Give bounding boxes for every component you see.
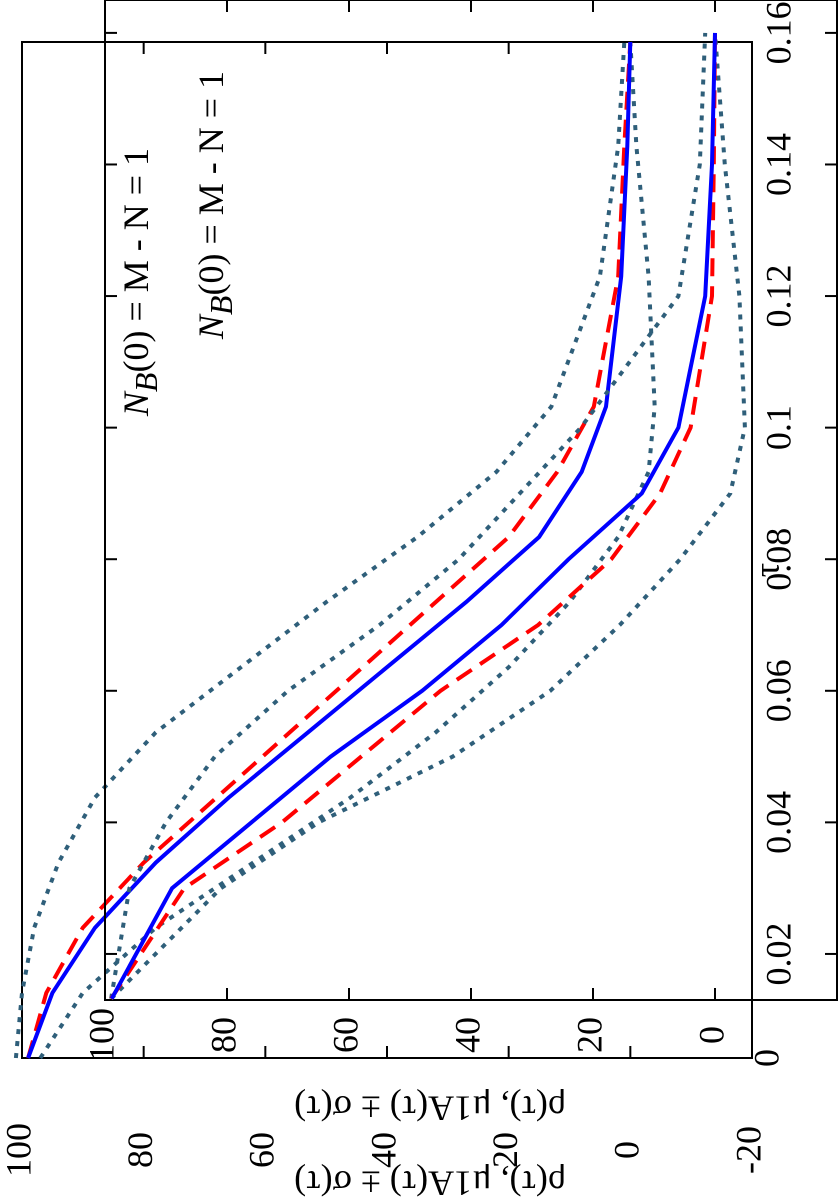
x-tick-label: 0 [746, 1049, 786, 1067]
annotation-main: N [116, 390, 156, 417]
x-tick-label: 0.12 [758, 265, 798, 328]
y-axis-label: ρ(τ), μ1A(τ) ± σ(τ) [294, 1089, 566, 1129]
y-tick-label: 80 [120, 1132, 160, 1168]
series-line [13, 41, 627, 1059]
series-line [109, 32, 717, 1000]
annotation: NB(0) = M - N = 1 [191, 71, 239, 340]
y-tick-label: 0 [607, 1141, 647, 1159]
annotation-rest: (0) = M - N = 1 [116, 148, 156, 373]
x-tick-label: 0.16 [758, 1, 798, 64]
y-tick-label: 60 [242, 1132, 282, 1168]
series-line [109, 32, 717, 1000]
annotation-sub: B [128, 373, 164, 393]
y-tick-label: 40 [363, 1132, 403, 1168]
y-tick-label: 40 [447, 1017, 487, 1053]
series-line [109, 32, 708, 1000]
x-tick-label: 0.14 [758, 133, 798, 196]
y-tick-label: -20 [728, 1126, 768, 1174]
y-tick-label: 100 [0, 1123, 38, 1177]
x-tick-label: 0.04 [758, 791, 798, 854]
x-tick-label: 0.02 [758, 922, 798, 985]
annotation: NB(0) = M - N = 1 [116, 148, 164, 417]
y-tick-label: 80 [203, 1017, 243, 1053]
y-tick-label: 60 [325, 1017, 365, 1053]
annotation-sub: B [203, 296, 239, 316]
series-line [38, 41, 657, 1060]
series-line [109, 32, 747, 1001]
y-axis-label: ρ(τ), μ1A(τ) ± σ(τ) [294, 1164, 566, 1200]
annotation-rest: (0) = M - N = 1 [191, 71, 231, 296]
x-tick-label: 0.1 [758, 405, 798, 450]
series-line [26, 41, 633, 1059]
x-axis-label: τ [746, 563, 786, 577]
x-tick-label: 0.08 [758, 528, 798, 591]
y-tick-label: 20 [569, 1017, 609, 1053]
y-tick-label: 0 [691, 1026, 731, 1044]
y-tick-label: 20 [485, 1132, 525, 1168]
annotation-main: N [191, 313, 231, 340]
x-tick-label: 0.06 [758, 659, 798, 722]
y-tick-label: 100 [81, 1008, 121, 1062]
